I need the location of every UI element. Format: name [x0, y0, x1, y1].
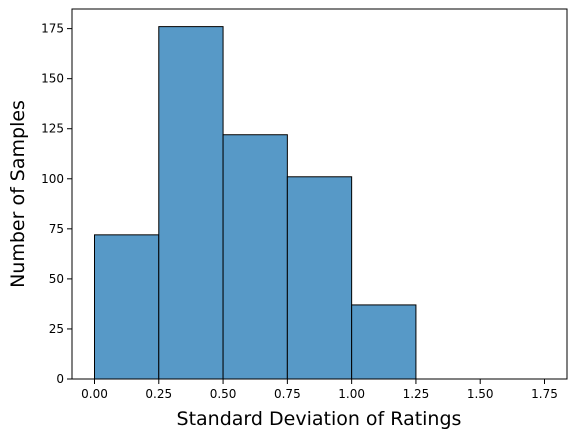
x-tick-label: 1.25: [403, 387, 430, 401]
x-tick-label: 0.00: [81, 387, 108, 401]
x-axis-label: Standard Deviation of Ratings: [177, 408, 462, 430]
histogram-bar-2: [222, 134, 288, 380]
x-tick-label: 0.75: [274, 387, 301, 401]
y-tick-label: 75: [49, 222, 64, 236]
histogram-bar-4: [351, 304, 417, 380]
y-tick-label: 0: [56, 372, 64, 386]
y-ticks: 0 25 50 75 100 125 150 175: [41, 22, 72, 386]
y-tick-label: 150: [41, 72, 64, 86]
x-tick-label: 1.00: [338, 387, 365, 401]
y-tick-label: 125: [41, 122, 64, 136]
histogram-bar-1: [158, 26, 224, 380]
x-tick-label: 0.25: [145, 387, 172, 401]
x-tick-label: 1.50: [467, 387, 494, 401]
bars-group: [94, 26, 417, 380]
histogram-bar-0: [94, 234, 160, 380]
plot-frame: [71, 8, 568, 380]
y-axis-label: Number of Samples: [7, 100, 29, 288]
y-tick-label: 100: [41, 172, 64, 186]
x-tick-label: 1.75: [531, 387, 558, 401]
y-tick-label: 50: [49, 272, 64, 286]
y-tick-label: 25: [49, 322, 64, 336]
x-ticks: 0.00 0.25 0.50 0.75 1.00 1.25 1.50 1.75: [81, 379, 558, 401]
y-tick-label: 175: [41, 22, 64, 36]
histogram-bar-3: [286, 176, 353, 380]
x-tick-label: 0.50: [210, 387, 237, 401]
